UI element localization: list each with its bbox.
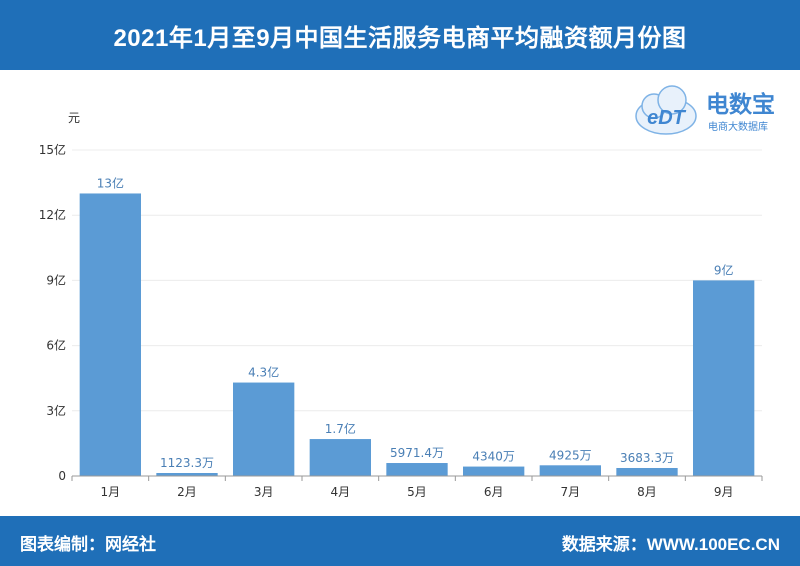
bar — [156, 473, 218, 476]
bar — [386, 463, 448, 476]
page-title: 2021年1月至9月中国生活服务电商平均融资额月份图 — [113, 24, 687, 52]
y-tick-label: 6亿 — [46, 338, 66, 353]
title-bar: 2021年1月至9月中国生活服务电商平均融资额月份图 — [0, 0, 800, 70]
bar — [539, 465, 601, 476]
y-tick-label: 12亿 — [39, 207, 66, 222]
y-tick-label: 3亿 — [46, 403, 66, 418]
data-label: 1123.3万 — [160, 456, 214, 470]
data-label: 1.7亿 — [325, 421, 356, 436]
bar-chart: 元 0 3亿 6亿 9亿 12亿 15亿 13亿 1123.3万 4.3亿 1.7亿 5971.4… — [39, 111, 763, 499]
x-tick-label: 6月 — [484, 485, 504, 499]
x-tick-label: 4月 — [331, 485, 351, 499]
bar — [616, 467, 678, 476]
bar — [463, 466, 525, 476]
footer-source: 数据来源：WWW.100EC.CN — [561, 535, 780, 554]
x-tick-label: 8月 — [637, 485, 657, 499]
x-tick-label: 9月 — [714, 485, 734, 499]
x-tick-label: 7月 — [561, 485, 581, 499]
bar — [693, 280, 755, 476]
data-label: 4925万 — [549, 448, 592, 462]
x-tick-label: 3月 — [254, 485, 274, 499]
y-tick-label: 15亿 — [39, 142, 66, 157]
x-tick-label: 1月 — [101, 485, 121, 499]
data-label: 4.3亿 — [248, 365, 279, 380]
logo-badge: eDT — [647, 107, 687, 129]
y-tick-label: 9亿 — [46, 272, 66, 287]
y-tick-label: 0 — [58, 469, 66, 483]
footer-credit: 图表编制：网经社 — [20, 535, 156, 554]
x-tick-label: 2月 — [177, 485, 197, 499]
data-label: 13亿 — [97, 175, 124, 190]
data-label: 4340万 — [472, 450, 515, 464]
data-label: 3683.3万 — [620, 451, 674, 465]
cloud-icon: eDT — [635, 85, 697, 135]
data-label: 5971.4万 — [390, 446, 444, 460]
x-tick-label: 5月 — [407, 485, 427, 499]
bar — [233, 382, 295, 476]
footer-bar: 图表编制：网经社 数据来源：WWW.100EC.CN — [0, 516, 800, 566]
data-label: 9亿 — [714, 262, 734, 277]
y-axis-label: 元 — [68, 111, 80, 125]
logo-subtitle: 电商大数据库 — [708, 120, 768, 133]
logo-name: 电数宝 — [706, 91, 775, 118]
bar — [309, 439, 371, 476]
bar — [79, 193, 141, 476]
logo: eDT 电数宝 电商大数据库 — [635, 85, 775, 135]
